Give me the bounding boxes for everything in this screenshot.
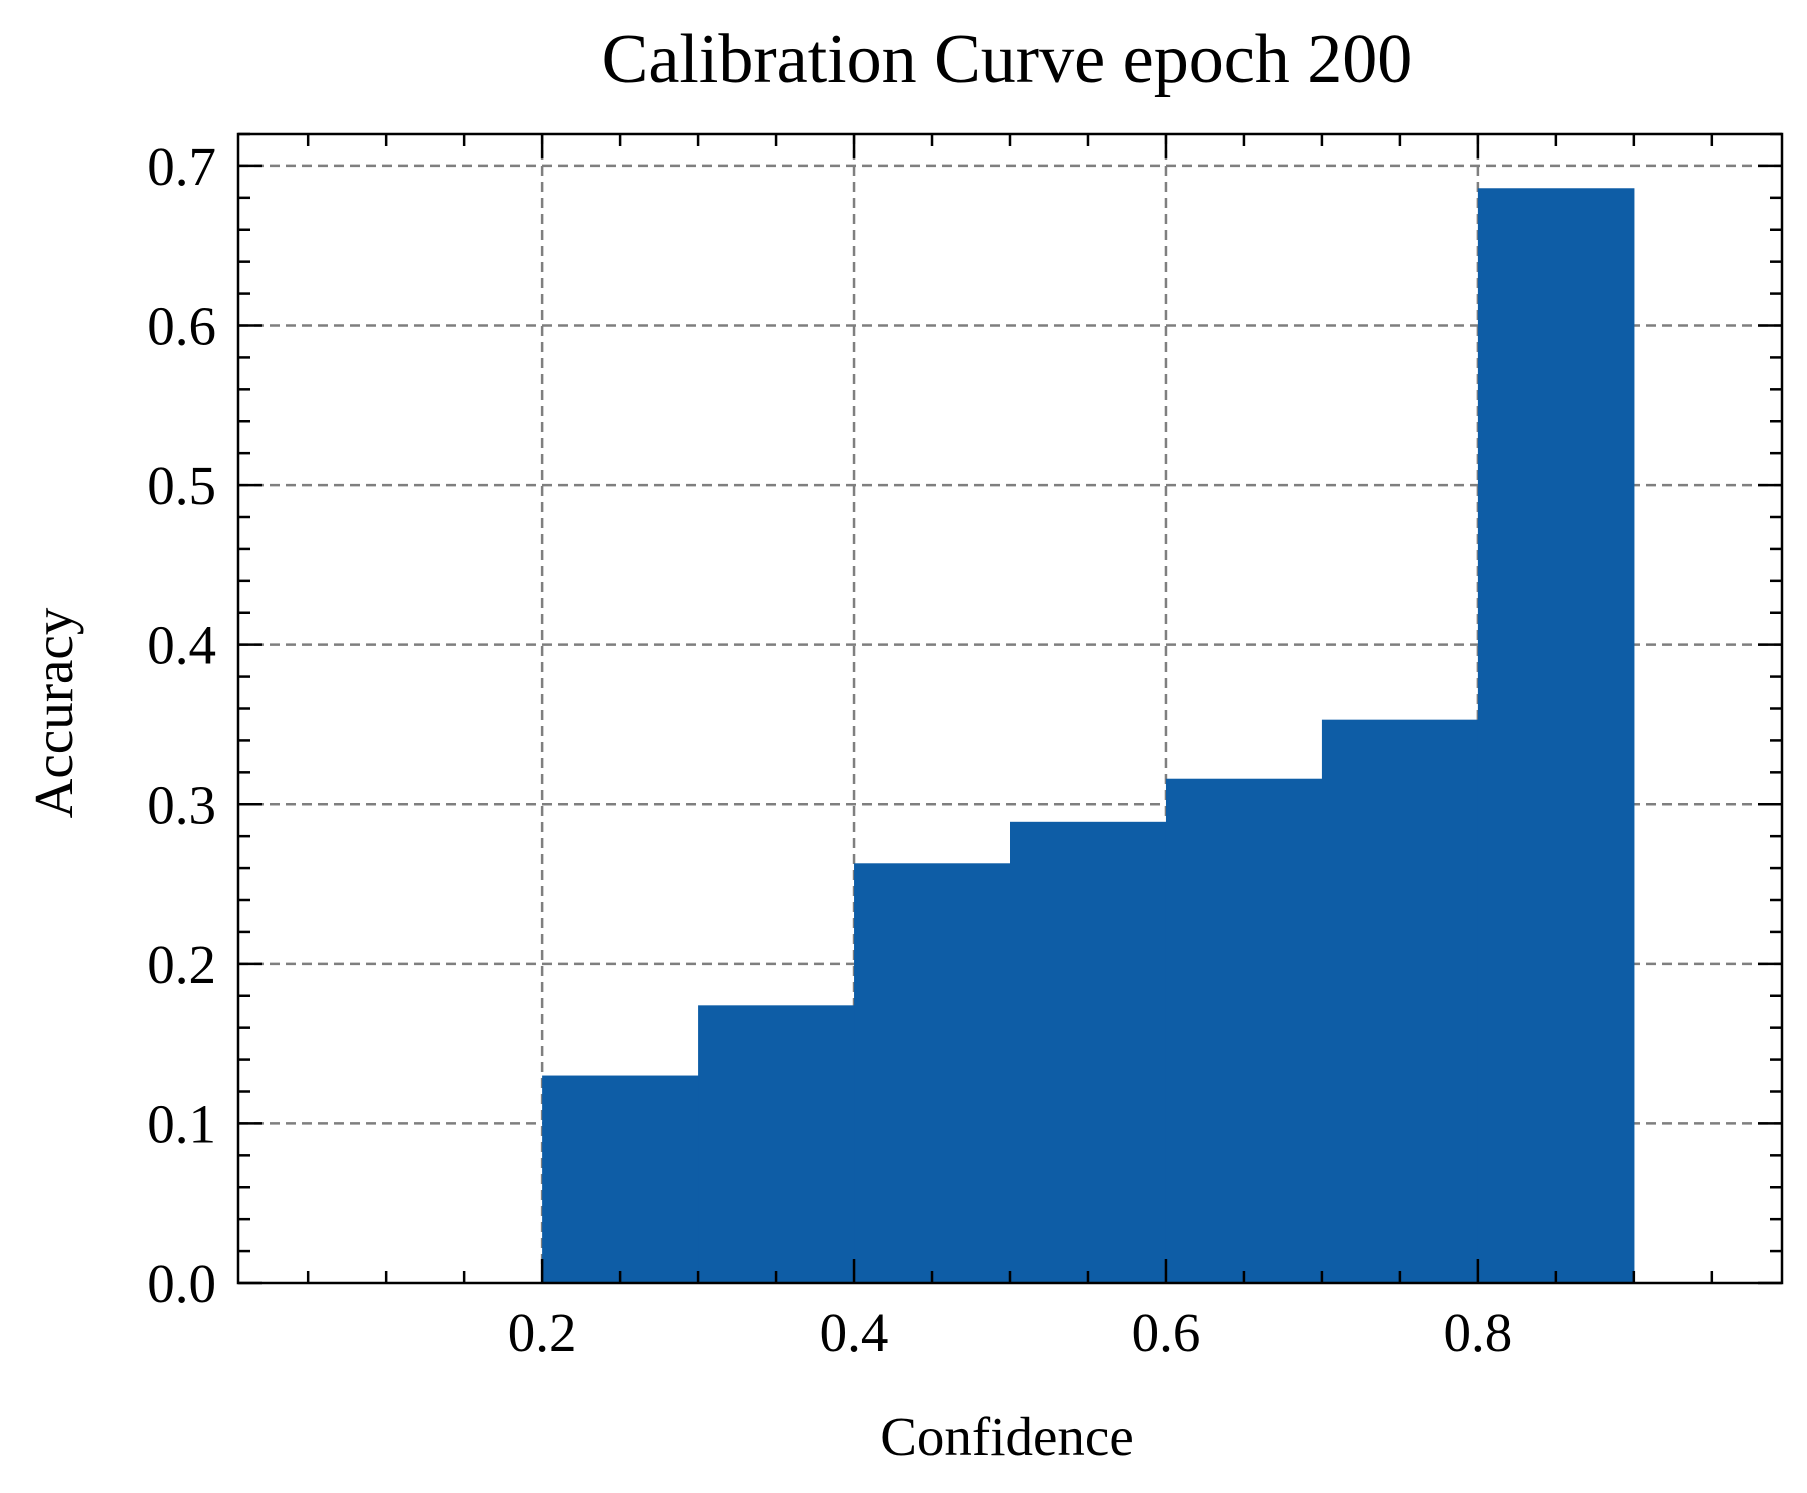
bar xyxy=(1321,719,1479,1283)
y-tick-label: 0.6 xyxy=(147,296,216,357)
bar xyxy=(854,863,1011,1283)
x-axis-label: Confidence xyxy=(880,1406,1134,1467)
y-tick-label: 0.5 xyxy=(147,455,216,516)
bar xyxy=(1165,778,1323,1283)
y-tick-label: 0.1 xyxy=(147,1093,216,1154)
grid xyxy=(238,134,1782,1283)
ticks xyxy=(238,132,1782,1285)
chart-title: Calibration Curve epoch 200 xyxy=(602,21,1413,98)
y-tick-label: 0.2 xyxy=(147,934,216,995)
bar xyxy=(1010,821,1167,1283)
bar xyxy=(1477,188,1635,1284)
y-tick-label: 0.4 xyxy=(147,615,216,676)
y-tick-label: 0.3 xyxy=(147,774,216,835)
x-tick-label: 0.2 xyxy=(508,1302,577,1363)
bar xyxy=(698,1005,855,1283)
y-tick-label: 0.0 xyxy=(147,1253,216,1314)
bar xyxy=(542,1075,699,1283)
y-tick-label: 0.7 xyxy=(147,136,216,197)
x-tick-label: 0.6 xyxy=(1132,1302,1201,1363)
y-axis-label: Accuracy xyxy=(23,607,84,818)
tick-labels: 0.2 0.4 0.6 0.8 0.0 0.1 0.2 0.3 0.4 0.5 0.6 0.7 xyxy=(147,136,1512,1363)
x-tick-label: 0.4 xyxy=(820,1302,889,1363)
bars xyxy=(542,188,1635,1284)
x-tick-label: 0.8 xyxy=(1444,1302,1513,1363)
